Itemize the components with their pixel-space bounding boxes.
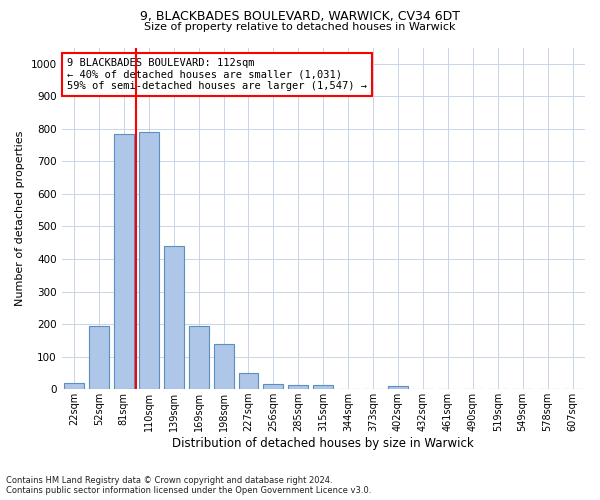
Text: 9 BLACKBADES BOULEVARD: 112sqm
← 40% of detached houses are smaller (1,031)
59% : 9 BLACKBADES BOULEVARD: 112sqm ← 40% of … [67, 58, 367, 91]
Y-axis label: Number of detached properties: Number of detached properties [15, 130, 25, 306]
Text: 9, BLACKBADES BOULEVARD, WARWICK, CV34 6DT: 9, BLACKBADES BOULEVARD, WARWICK, CV34 6… [140, 10, 460, 23]
Bar [164, 246, 184, 389]
Bar [89, 326, 109, 389]
Bar [263, 384, 283, 389]
Bar [139, 132, 159, 389]
Bar [214, 344, 233, 389]
Bar [313, 386, 333, 389]
Bar [114, 134, 134, 389]
Bar [289, 386, 308, 389]
Text: Size of property relative to detached houses in Warwick: Size of property relative to detached ho… [144, 22, 456, 32]
Bar [388, 386, 408, 389]
Bar [188, 326, 209, 389]
X-axis label: Distribution of detached houses by size in Warwick: Distribution of detached houses by size … [172, 437, 474, 450]
Bar [64, 384, 84, 389]
Bar [239, 373, 259, 389]
Text: Contains HM Land Registry data © Crown copyright and database right 2024.
Contai: Contains HM Land Registry data © Crown c… [6, 476, 371, 495]
